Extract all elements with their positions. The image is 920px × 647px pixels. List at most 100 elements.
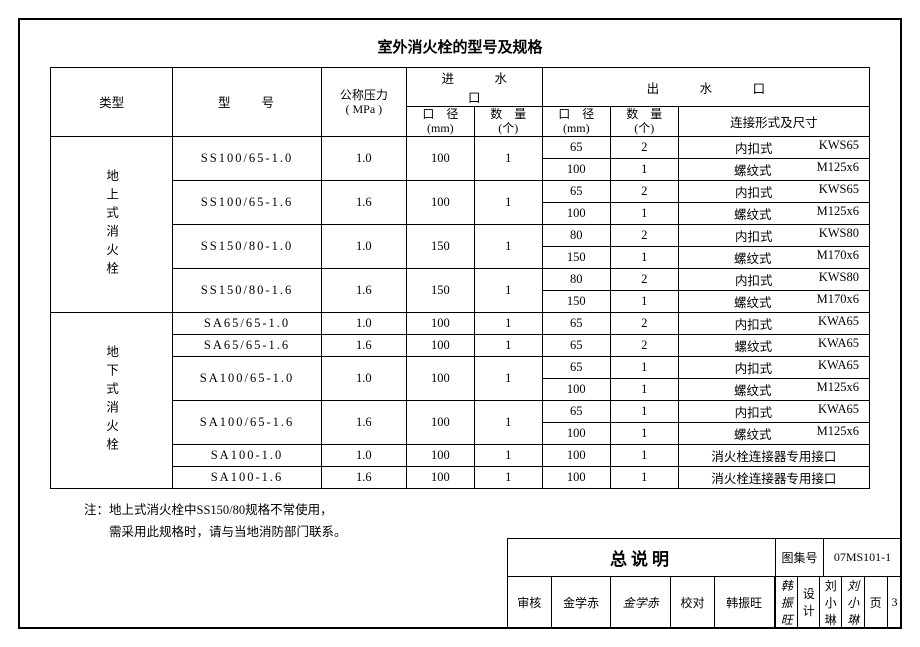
cell: SS100/65-1.6 [173,180,322,224]
hdr-inlet: 进 水 口 [406,68,542,107]
cell: 1 [610,290,678,312]
cell: SS100/65-1.0 [173,136,322,180]
cell: 螺纹式M170x6 [678,290,869,312]
cell: 1 [610,466,678,488]
table-row: SS150/80-1.6 1.6 150 1 80 2 内扣式KWS80 [51,268,870,290]
title-block: 总说明 图集号 07MS101-1 审核 金学赤 金学赤 校对 韩振旺 韩振旺 … [507,538,902,630]
hdr-out-diam: 口 径(mm) [542,107,610,137]
cell: 100 [406,136,474,180]
cell: 2 [610,224,678,246]
cell: 内扣式KWA65 [678,312,869,334]
cell: 1 [474,466,542,488]
cell: 150 [542,246,610,268]
cell: 螺纹式M125x6 [678,202,869,224]
tb-page-n: 3 [887,577,902,629]
cell: SA100-1.0 [173,444,322,466]
tb-design-n: 刘小琳 [820,577,842,629]
cell: SS150/80-1.6 [173,268,322,312]
cell: 65 [542,356,610,378]
cell: 1.6 [321,334,406,356]
hdr-model: 型 号 [173,68,322,137]
cell: 100 [542,202,610,224]
spec-table: 类型 型 号 公称压力( MPa ) 进 水 口 出 水 口 口 径(mm) 数… [50,67,870,489]
cell: 螺纹式M170x6 [678,246,869,268]
hdr-in-diam: 口 径(mm) [406,107,474,137]
cat-above: 地上式消火栓 [51,136,173,312]
cell: 内扣式KWS80 [678,268,869,290]
cell: 100 [406,466,474,488]
hdr-pressure: 公称压力( MPa ) [321,68,406,137]
hdr-conn: 连接形式及尺寸 [678,107,869,137]
cell: 80 [542,268,610,290]
cell: SS150/80-1.0 [173,224,322,268]
cell: 150 [406,224,474,268]
cell: 1.6 [321,180,406,224]
tb-setlabel: 图集号 [776,538,824,576]
cell: 1.6 [321,400,406,444]
cell: 100 [406,334,474,356]
table-row: SS150/80-1.0 1.0 150 1 80 2 内扣式KWS80 [51,224,870,246]
table-row: SA100-1.0 1.0 100 1 100 1 消火栓连接器专用接口 [51,444,870,466]
cell: 1 [474,334,542,356]
cell: 1.0 [321,444,406,466]
cell: SA100-1.6 [173,466,322,488]
cell: 内扣式KWS80 [678,224,869,246]
cell: 100 [406,444,474,466]
cell: 1.6 [321,268,406,312]
cell: 65 [542,312,610,334]
cell: 1.0 [321,136,406,180]
cell: 1 [474,400,542,444]
cell: 1 [610,158,678,180]
cell: 螺纹式KWA65 [678,334,869,356]
cell: 65 [542,180,610,202]
tb-review-s: 金学赤 [611,576,671,629]
cell: 100 [406,180,474,224]
tb-review-n: 金学赤 [551,576,611,629]
cell: 100 [542,466,610,488]
drawing-frame: 室外消火栓的型号及规格 类型 型 号 公称压力( MPa ) 进 水 口 出 水… [18,18,902,629]
cell: 150 [406,268,474,312]
cat-below: 地下式消火栓 [51,312,173,488]
tb-check-n: 韩振旺 [714,576,774,629]
cell: 螺纹式M125x6 [678,158,869,180]
tb-design-s: 刘小琳 [842,577,864,629]
cell: 内扣式KWA65 [678,400,869,422]
cell: 1 [610,378,678,400]
cell: 内扣式KWS65 [678,136,869,158]
cell: 1.0 [321,356,406,400]
cell: 100 [542,422,610,444]
cell: 2 [610,136,678,158]
cell: 1 [610,246,678,268]
cell: SA65/65-1.6 [173,334,322,356]
cell: 100 [542,158,610,180]
tb-setno: 07MS101-1 [824,538,902,576]
cell: 螺纹式M125x6 [678,422,869,444]
cell: 65 [542,400,610,422]
cell: 1.0 [321,224,406,268]
cell: 螺纹式M125x6 [678,378,869,400]
cell: 1.0 [321,312,406,334]
cell: 1 [474,444,542,466]
tb-check-l: 校对 [671,576,715,629]
cell: 150 [542,290,610,312]
cell: 100 [406,400,474,444]
cell: 1 [610,202,678,224]
cell: 1 [474,312,542,334]
hdr-outlet: 出 水 口 [542,68,869,107]
cell: 1 [474,180,542,224]
table-row: SA65/65-1.6 1.6 100 1 65 2 螺纹式KWA65 [51,334,870,356]
table-row: SA100/65-1.6 1.6 100 1 65 1 内扣式KWA65 [51,400,870,422]
cell: 1 [474,356,542,400]
cell: 1 [610,356,678,378]
cell: 内扣式KWA65 [678,356,869,378]
cell: 80 [542,224,610,246]
cell: 2 [610,268,678,290]
table-row: SA100-1.6 1.6 100 1 100 1 消火栓连接器专用接口 [51,466,870,488]
cell: 100 [406,356,474,400]
cell: 65 [542,136,610,158]
cell: 1 [474,136,542,180]
cell: 65 [542,334,610,356]
hdr-type: 类型 [51,68,173,137]
page-title: 室外消火栓的型号及规格 [50,36,870,57]
cell: SA100/65-1.0 [173,356,322,400]
